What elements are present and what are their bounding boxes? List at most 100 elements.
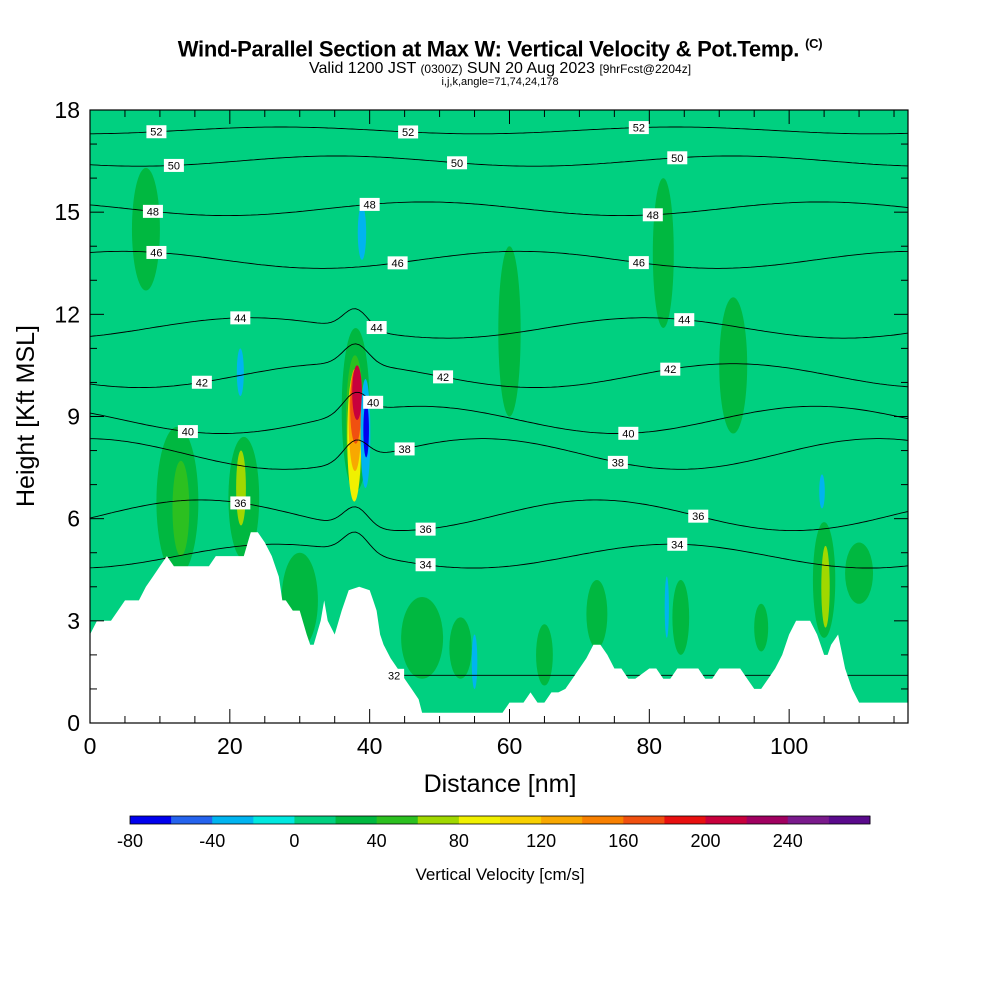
valid-date: SUN 20 Aug 2023 xyxy=(466,60,596,77)
contour-label-box xyxy=(415,522,436,536)
colorbar-swatch xyxy=(787,816,830,824)
colorbar-swatch xyxy=(828,816,871,824)
velocity-cell xyxy=(236,450,246,526)
y-tick-label: 15 xyxy=(54,199,80,225)
colorbar-swatch xyxy=(335,816,378,824)
contour-label-box xyxy=(363,395,384,409)
contour-label-box xyxy=(660,362,681,376)
colorbar-swatch xyxy=(171,816,213,824)
colorbar-tick-label: 240 xyxy=(773,831,803,851)
y-tick-label: 9 xyxy=(67,404,80,430)
contour-label-box xyxy=(433,370,454,384)
contour-label: 48 xyxy=(364,199,376,211)
chart-subtitle: Valid 1200 JST (0300Z) SUN 20 Aug 2023 [… xyxy=(0,60,1000,78)
forecast-info: [9hrFcst@2204z] xyxy=(599,62,692,76)
contour-label: 40 xyxy=(182,427,194,439)
contour-label: 44 xyxy=(234,313,246,325)
velocity-cell xyxy=(821,545,830,628)
chart-title-units: (C) xyxy=(805,36,823,51)
x-tick-label: 0 xyxy=(84,733,97,759)
colorbar-label: Vertical Velocity [cm/s] xyxy=(415,865,584,884)
velocity-cell xyxy=(536,624,553,686)
velocity-cell xyxy=(664,576,669,638)
contour-label-box xyxy=(628,121,649,135)
contour-label: 50 xyxy=(451,158,463,170)
contour-label-box xyxy=(359,197,380,211)
colorbar-tick-label: -40 xyxy=(199,831,225,851)
contour-label: 50 xyxy=(671,153,683,165)
x-tick-label: 80 xyxy=(637,733,663,759)
theta-line xyxy=(90,499,908,532)
velocity-cell xyxy=(719,297,748,434)
contour-label-box xyxy=(607,455,628,469)
theta-line xyxy=(90,531,908,569)
contour-label: 38 xyxy=(398,444,410,456)
contour-label-box xyxy=(447,156,468,170)
velocity-cell xyxy=(401,596,444,679)
theta-contours xyxy=(90,126,908,676)
y-tick-label: 3 xyxy=(67,608,80,634)
colorbar-tick-label: 40 xyxy=(367,831,387,851)
velocity-cell xyxy=(586,579,608,649)
contour-label: 38 xyxy=(612,457,624,469)
contour-label-box xyxy=(191,375,212,389)
velocity-band xyxy=(523,110,538,723)
y-tick-label: 0 xyxy=(67,710,80,736)
contour-label-box xyxy=(177,425,198,439)
colorbar-swatch xyxy=(417,816,460,824)
contour-label: 36 xyxy=(692,511,704,523)
theta-line xyxy=(90,155,908,167)
velocity-cell xyxy=(471,634,478,689)
y-tick-label: 18 xyxy=(54,97,80,123)
y-tick-label: 12 xyxy=(54,301,80,327)
contour-label: 34 xyxy=(419,560,431,572)
contour-label-box xyxy=(628,256,649,270)
velocity-cell xyxy=(498,246,521,417)
contour-labels: 52 52 52 50 50 50 48 48 48 46 46 46 44 44 44 42 42 42 40 40… xyxy=(142,121,709,682)
contour-label-box xyxy=(415,558,436,572)
colorbar-swatch xyxy=(705,816,748,824)
contour-label-box xyxy=(394,442,415,456)
theta-line xyxy=(90,250,908,269)
contour-label-box xyxy=(674,313,695,327)
velocity-band xyxy=(432,110,447,723)
contour-label-box xyxy=(642,208,663,222)
velocity-cell xyxy=(236,348,244,397)
colorbar-swatch xyxy=(623,816,665,824)
contour-label-box xyxy=(667,537,688,551)
velocity-cell xyxy=(172,460,190,557)
contour-label: 48 xyxy=(147,206,159,218)
y-axis-label: Height [Kft MSL] xyxy=(12,325,40,507)
theta-line xyxy=(90,308,908,339)
contour-label: 42 xyxy=(437,372,449,384)
theta-line xyxy=(90,343,908,389)
x-tick-label: 40 xyxy=(357,733,383,759)
contour-label: 50 xyxy=(168,160,180,172)
colorbar-swatch xyxy=(746,816,789,824)
velocity-band xyxy=(117,110,132,723)
contour-label-box xyxy=(146,125,167,139)
colorbar-tick-label: 0 xyxy=(289,831,299,851)
contour-label: 52 xyxy=(402,127,414,139)
theta-line xyxy=(90,201,908,217)
colorbar-swatch xyxy=(376,816,419,824)
colorbar-swatch xyxy=(541,816,583,824)
velocity-cell xyxy=(357,205,367,260)
colorbar-tick-label: 120 xyxy=(526,831,556,851)
x-tick-label: 20 xyxy=(217,733,243,759)
velocity-band xyxy=(600,110,622,723)
velocity-cell xyxy=(819,474,825,509)
chart-title: Wind-Parallel Section at Max W: Vertical… xyxy=(0,36,1000,62)
contour-label: 40 xyxy=(622,428,634,440)
x-axis-label: Distance [nm] xyxy=(424,770,577,798)
x-tick-label: 60 xyxy=(497,733,523,759)
theta-line xyxy=(90,438,908,470)
theta-line xyxy=(90,391,908,434)
contour-label: 36 xyxy=(234,498,246,510)
chart-title-text: Wind-Parallel Section at Max W: Vertical… xyxy=(177,36,800,62)
contour-label: 42 xyxy=(664,364,676,376)
y-tick-label: 6 xyxy=(67,506,80,532)
contour-label-box xyxy=(688,509,709,523)
colorbar-swatch xyxy=(130,816,172,824)
